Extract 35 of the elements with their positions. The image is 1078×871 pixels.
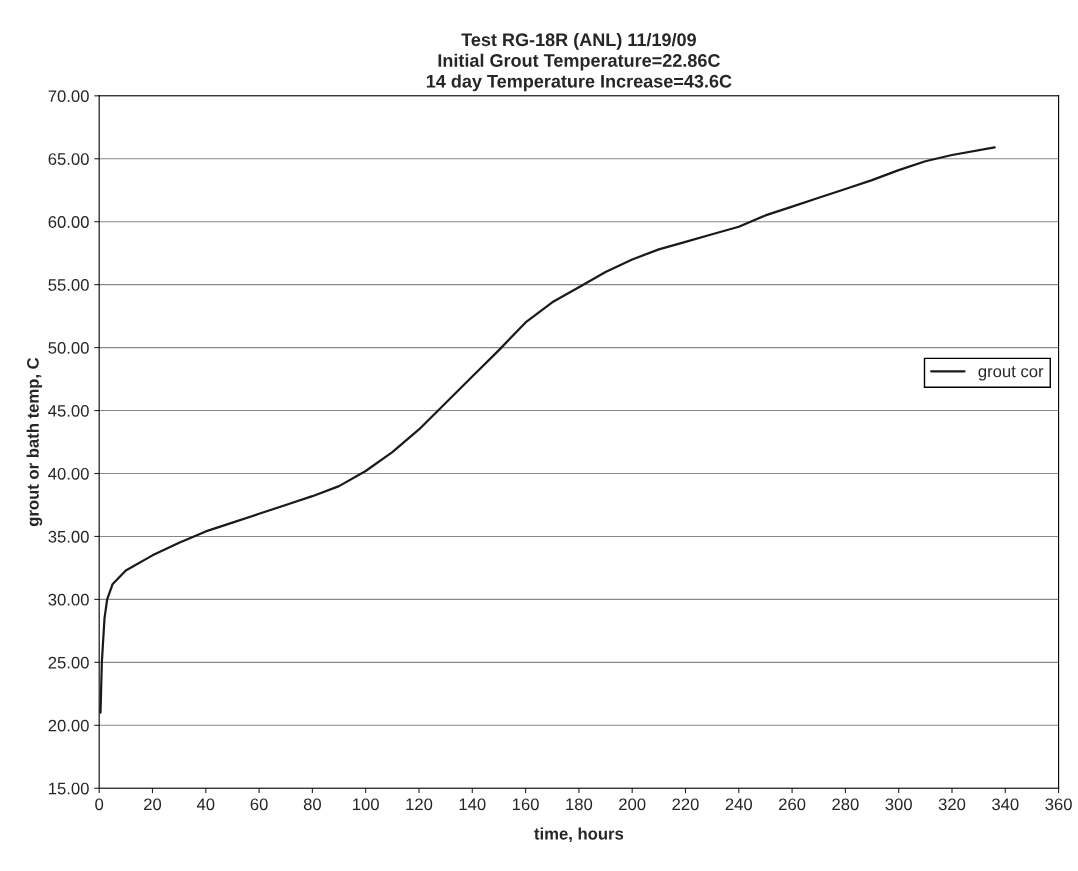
x-tick-label: 0	[95, 798, 104, 811]
x-tick-label: 340	[992, 798, 1019, 811]
x-tick-label: 60	[250, 798, 268, 811]
x-tick-label: 140	[459, 798, 486, 811]
y-tick-label: 55.00	[48, 279, 89, 291]
y-tick-label: 45.00	[48, 404, 89, 417]
x-tick-label: 300	[885, 798, 912, 811]
x-tick-label: 320	[938, 798, 966, 811]
x-tick-label: 360	[1045, 798, 1072, 811]
y-tick-label: 15.00	[49, 782, 89, 795]
x-tick-label: 260	[779, 798, 806, 811]
y-tick-label: 25.00	[48, 656, 89, 669]
x-tick-label: 200	[619, 798, 646, 811]
y-tick-label: 20.00	[48, 719, 89, 732]
y-tick-label: 35.00	[48, 530, 89, 543]
x-tick-label: 240	[725, 798, 753, 811]
x-tick-label: 100	[353, 798, 379, 811]
y-axis-title: grout or bath temp, C	[26, 357, 43, 527]
y-tick-label: 65.00	[48, 153, 89, 165]
x-tick-label: 20	[144, 798, 162, 811]
x-tick-label: 220	[672, 798, 699, 811]
chart-title: Test RG-18R (ANL) 11/19/09 Initial Grout Temperature=22.86C 14 day Temperature Increase=43.6C	[426, 32, 732, 92]
x-tick-label: 80	[303, 798, 321, 811]
x-tick-label: 280	[832, 798, 859, 811]
x-axis-title: time, hours	[534, 827, 624, 843]
x-tick-label: 160	[512, 798, 539, 811]
y-tick-label: 30.00	[48, 593, 89, 606]
x-tick-label: 40	[196, 798, 215, 811]
y-tick-label: 50.00	[48, 342, 89, 354]
y-tick-label: 40.00	[48, 467, 89, 480]
x-tick-label: 180	[566, 798, 593, 811]
x-tick-label: 120	[406, 798, 433, 811]
y-tick-label: 60.00	[48, 216, 89, 228]
y-tick-label: 70.00	[48, 90, 89, 103]
legend-label: grout cor	[978, 366, 1044, 381]
